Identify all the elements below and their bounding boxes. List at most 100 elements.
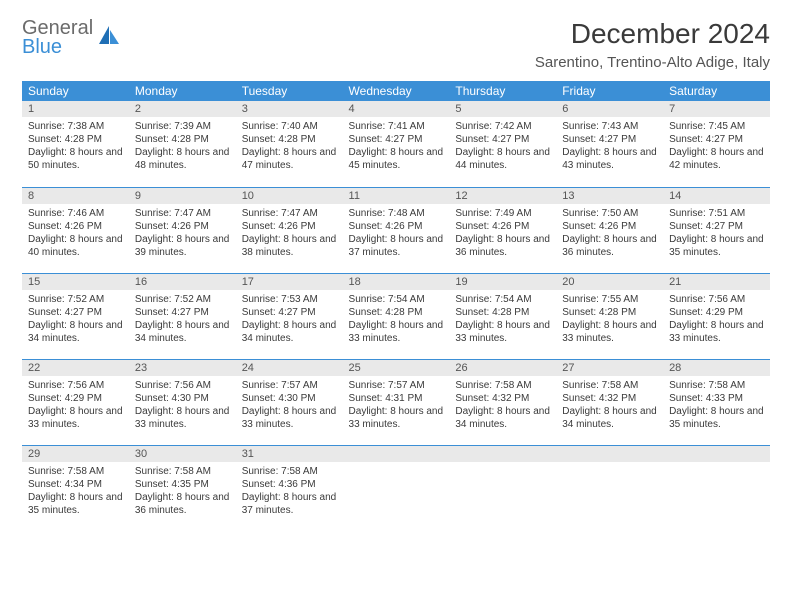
day-number xyxy=(663,446,770,462)
day-header-sunday: Sunday xyxy=(22,81,129,101)
day-cell: 15Sunrise: 7:52 AMSunset: 4:27 PMDayligh… xyxy=(22,273,129,359)
day-cell: 19Sunrise: 7:54 AMSunset: 4:28 PMDayligh… xyxy=(449,273,556,359)
day-cell: 24Sunrise: 7:57 AMSunset: 4:30 PMDayligh… xyxy=(236,359,343,445)
week-row: 15Sunrise: 7:52 AMSunset: 4:27 PMDayligh… xyxy=(22,273,770,359)
day-body: Sunrise: 7:55 AMSunset: 4:28 PMDaylight:… xyxy=(556,290,663,349)
day-number: 12 xyxy=(449,188,556,204)
day-cell: 3Sunrise: 7:40 AMSunset: 4:28 PMDaylight… xyxy=(236,101,343,187)
day-body: Sunrise: 7:40 AMSunset: 4:28 PMDaylight:… xyxy=(236,117,343,176)
sunset-line: Sunset: 4:28 PM xyxy=(28,133,123,146)
sunset-line: Sunset: 4:27 PM xyxy=(242,306,337,319)
day-number: 31 xyxy=(236,446,343,462)
day-number: 5 xyxy=(449,101,556,117)
day-number: 22 xyxy=(22,360,129,376)
day-header-saturday: Saturday xyxy=(663,81,770,101)
day-body xyxy=(556,462,663,518)
day-number: 21 xyxy=(663,274,770,290)
sunset-line: Sunset: 4:28 PM xyxy=(349,306,444,319)
day-number: 1 xyxy=(22,101,129,117)
day-cell: 23Sunrise: 7:56 AMSunset: 4:30 PMDayligh… xyxy=(129,359,236,445)
day-cell: 13Sunrise: 7:50 AMSunset: 4:26 PMDayligh… xyxy=(556,187,663,273)
sunrise-line: Sunrise: 7:58 AM xyxy=(28,465,123,478)
day-body: Sunrise: 7:48 AMSunset: 4:26 PMDaylight:… xyxy=(343,204,450,263)
daylight-line: Daylight: 8 hours and 40 minutes. xyxy=(28,233,123,259)
day-body: Sunrise: 7:47 AMSunset: 4:26 PMDaylight:… xyxy=(129,204,236,263)
sunrise-line: Sunrise: 7:38 AM xyxy=(28,120,123,133)
calendar-table: SundayMondayTuesdayWednesdayThursdayFrid… xyxy=(22,81,770,531)
sunset-line: Sunset: 4:27 PM xyxy=(455,133,550,146)
day-number: 11 xyxy=(343,188,450,204)
day-body: Sunrise: 7:50 AMSunset: 4:26 PMDaylight:… xyxy=(556,204,663,263)
sunset-line: Sunset: 4:29 PM xyxy=(28,392,123,405)
sunrise-line: Sunrise: 7:49 AM xyxy=(455,207,550,220)
sunrise-line: Sunrise: 7:41 AM xyxy=(349,120,444,133)
week-row: 29Sunrise: 7:58 AMSunset: 4:34 PMDayligh… xyxy=(22,445,770,531)
day-cell: 21Sunrise: 7:56 AMSunset: 4:29 PMDayligh… xyxy=(663,273,770,359)
day-number: 3 xyxy=(236,101,343,117)
sunset-line: Sunset: 4:30 PM xyxy=(242,392,337,405)
day-cell: 22Sunrise: 7:56 AMSunset: 4:29 PMDayligh… xyxy=(22,359,129,445)
day-body: Sunrise: 7:46 AMSunset: 4:26 PMDaylight:… xyxy=(22,204,129,263)
day-cell: 2Sunrise: 7:39 AMSunset: 4:28 PMDaylight… xyxy=(129,101,236,187)
day-number: 19 xyxy=(449,274,556,290)
day-header-row: SundayMondayTuesdayWednesdayThursdayFrid… xyxy=(22,81,770,101)
sunrise-line: Sunrise: 7:47 AM xyxy=(242,207,337,220)
day-body: Sunrise: 7:53 AMSunset: 4:27 PMDaylight:… xyxy=(236,290,343,349)
day-body: Sunrise: 7:58 AMSunset: 4:35 PMDaylight:… xyxy=(129,462,236,521)
sunrise-line: Sunrise: 7:58 AM xyxy=(242,465,337,478)
day-number: 2 xyxy=(129,101,236,117)
day-cell: 11Sunrise: 7:48 AMSunset: 4:26 PMDayligh… xyxy=(343,187,450,273)
sunrise-line: Sunrise: 7:53 AM xyxy=(242,293,337,306)
day-number: 10 xyxy=(236,188,343,204)
day-number: 28 xyxy=(663,360,770,376)
day-body: Sunrise: 7:45 AMSunset: 4:27 PMDaylight:… xyxy=(663,117,770,176)
sunrise-line: Sunrise: 7:43 AM xyxy=(562,120,657,133)
daylight-line: Daylight: 8 hours and 33 minutes. xyxy=(455,319,550,345)
day-cell: 27Sunrise: 7:58 AMSunset: 4:32 PMDayligh… xyxy=(556,359,663,445)
sunset-line: Sunset: 4:28 PM xyxy=(242,133,337,146)
daylight-line: Daylight: 8 hours and 33 minutes. xyxy=(135,405,230,431)
day-number: 17 xyxy=(236,274,343,290)
sunrise-line: Sunrise: 7:57 AM xyxy=(349,379,444,392)
day-header-tuesday: Tuesday xyxy=(236,81,343,101)
day-body: Sunrise: 7:51 AMSunset: 4:27 PMDaylight:… xyxy=(663,204,770,263)
day-cell: 18Sunrise: 7:54 AMSunset: 4:28 PMDayligh… xyxy=(343,273,450,359)
sunset-line: Sunset: 4:27 PM xyxy=(28,306,123,319)
daylight-line: Daylight: 8 hours and 35 minutes. xyxy=(28,491,123,517)
day-number: 26 xyxy=(449,360,556,376)
sunrise-line: Sunrise: 7:46 AM xyxy=(28,207,123,220)
day-cell: 25Sunrise: 7:57 AMSunset: 4:31 PMDayligh… xyxy=(343,359,450,445)
sunrise-line: Sunrise: 7:52 AM xyxy=(28,293,123,306)
day-body xyxy=(449,462,556,518)
daylight-line: Daylight: 8 hours and 37 minutes. xyxy=(349,233,444,259)
daylight-line: Daylight: 8 hours and 36 minutes. xyxy=(135,491,230,517)
day-body: Sunrise: 7:38 AMSunset: 4:28 PMDaylight:… xyxy=(22,117,129,176)
sunrise-line: Sunrise: 7:56 AM xyxy=(28,379,123,392)
day-number: 7 xyxy=(663,101,770,117)
daylight-line: Daylight: 8 hours and 34 minutes. xyxy=(242,319,337,345)
day-body: Sunrise: 7:58 AMSunset: 4:33 PMDaylight:… xyxy=(663,376,770,435)
sunrise-line: Sunrise: 7:54 AM xyxy=(455,293,550,306)
day-number: 30 xyxy=(129,446,236,462)
sunset-line: Sunset: 4:27 PM xyxy=(562,133,657,146)
sunset-line: Sunset: 4:28 PM xyxy=(135,133,230,146)
day-body xyxy=(343,462,450,518)
day-body: Sunrise: 7:56 AMSunset: 4:29 PMDaylight:… xyxy=(663,290,770,349)
day-body: Sunrise: 7:57 AMSunset: 4:30 PMDaylight:… xyxy=(236,376,343,435)
day-cell: 30Sunrise: 7:58 AMSunset: 4:35 PMDayligh… xyxy=(129,445,236,531)
location: Sarentino, Trentino-Alto Adige, Italy xyxy=(535,54,770,71)
day-cell: 28Sunrise: 7:58 AMSunset: 4:33 PMDayligh… xyxy=(663,359,770,445)
sunset-line: Sunset: 4:36 PM xyxy=(242,478,337,491)
daylight-line: Daylight: 8 hours and 33 minutes. xyxy=(242,405,337,431)
sunrise-line: Sunrise: 7:40 AM xyxy=(242,120,337,133)
daylight-line: Daylight: 8 hours and 35 minutes. xyxy=(669,233,764,259)
sunset-line: Sunset: 4:27 PM xyxy=(669,133,764,146)
sunset-line: Sunset: 4:26 PM xyxy=(242,220,337,233)
sunrise-line: Sunrise: 7:39 AM xyxy=(135,120,230,133)
day-cell: 14Sunrise: 7:51 AMSunset: 4:27 PMDayligh… xyxy=(663,187,770,273)
sunset-line: Sunset: 4:35 PM xyxy=(135,478,230,491)
daylight-line: Daylight: 8 hours and 33 minutes. xyxy=(349,405,444,431)
day-cell: 5Sunrise: 7:42 AMSunset: 4:27 PMDaylight… xyxy=(449,101,556,187)
daylight-line: Daylight: 8 hours and 33 minutes. xyxy=(349,319,444,345)
title-block: December 2024 Sarentino, Trentino-Alto A… xyxy=(535,18,770,71)
